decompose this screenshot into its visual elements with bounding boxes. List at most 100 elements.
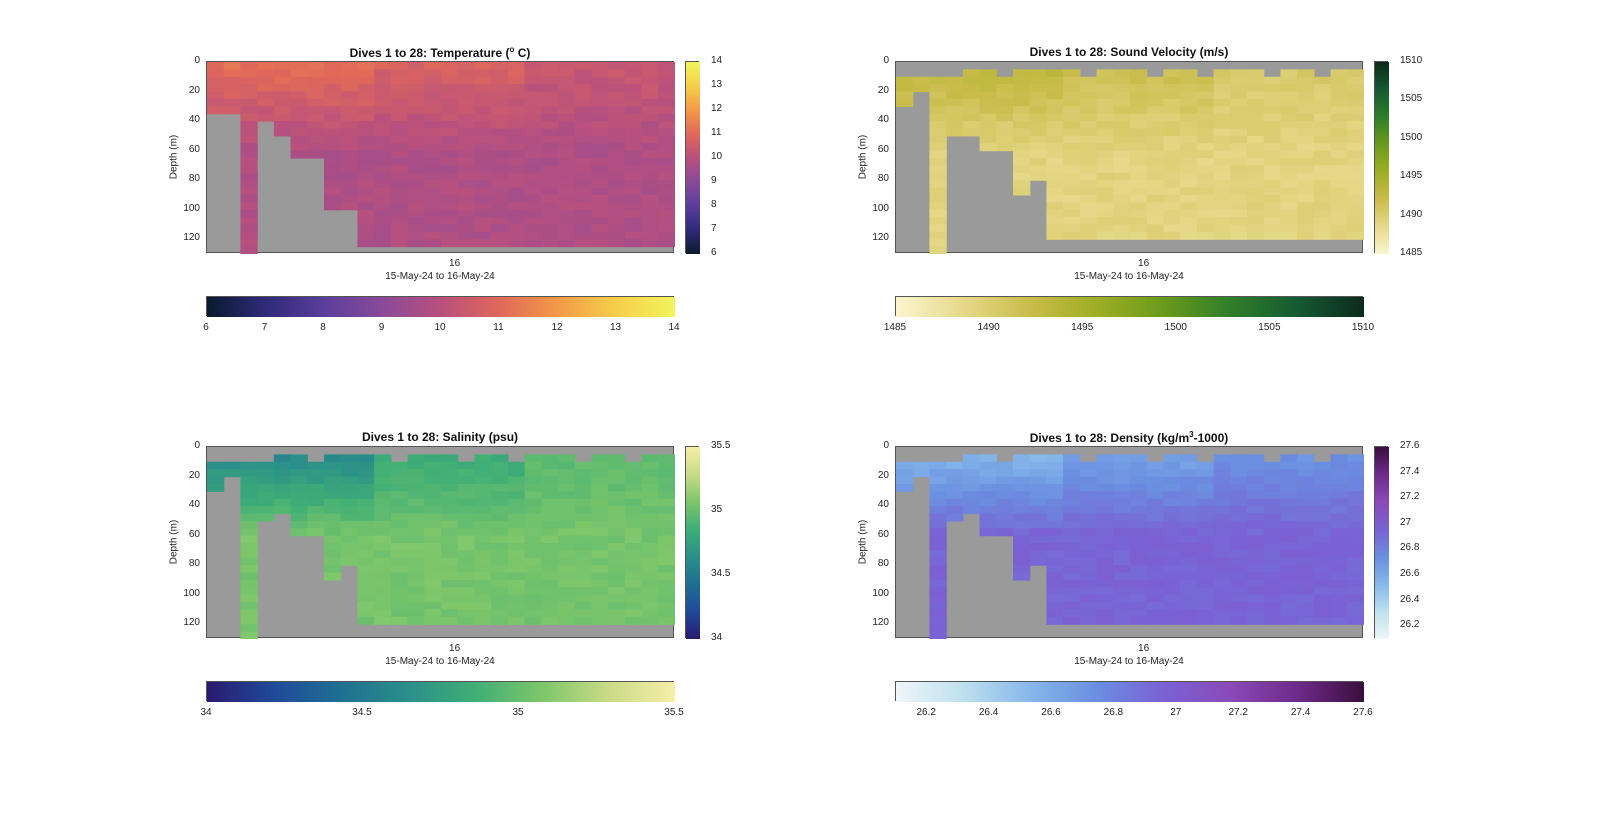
- heatmap-cell: [407, 158, 425, 166]
- heatmap-cell: [1180, 572, 1198, 581]
- heatmap-cell: [1096, 528, 1114, 537]
- heatmap-cell: [457, 528, 476, 537]
- heatmap-cell: [390, 194, 409, 203]
- heatmap-cell: [558, 587, 576, 596]
- heatmap-cell: [290, 143, 308, 152]
- heatmap-cell: [457, 579, 476, 588]
- heatmap-cell: [374, 187, 392, 196]
- heatmap-cell: [474, 84, 492, 93]
- heatmap-cell: [658, 209, 675, 218]
- heatmap-cell: [541, 506, 559, 515]
- heatmap-cell: [1063, 98, 1081, 107]
- heatmap-cell: [624, 579, 643, 588]
- heatmap-cell: [929, 461, 947, 470]
- heatmap-cell: [1347, 69, 1364, 78]
- heatmap-cell: [996, 513, 1014, 522]
- heatmap-cell: [441, 557, 459, 566]
- heatmap-cell: [1063, 84, 1081, 93]
- heatmap-cell: [1180, 194, 1198, 203]
- heatmap-cell: [491, 76, 509, 85]
- heatmap-cell: [541, 98, 559, 107]
- heatmap-cell: [608, 150, 626, 159]
- heatmap-cell: [307, 128, 325, 137]
- heatmap-cell: [507, 224, 526, 233]
- colorbar-tick-label: 11: [493, 322, 504, 333]
- heatmap-cell: [1130, 572, 1148, 581]
- heatmap-cell: [491, 84, 509, 93]
- heatmap-cell: [624, 180, 643, 189]
- heatmap-cell: [340, 498, 359, 507]
- heatmap-cell: [1347, 187, 1364, 196]
- heatmap-cell: [290, 98, 308, 107]
- heatmap-cell: [1146, 594, 1165, 603]
- heatmap-svg: [896, 454, 1364, 639]
- heatmap-cell: [1330, 172, 1348, 181]
- heatmap-cell: [1196, 609, 1215, 618]
- heatmap-cell: [1113, 454, 1131, 463]
- heatmap-cell: [1146, 543, 1165, 551]
- heatmap-cell: [1130, 217, 1148, 226]
- heatmap-cell: [1297, 461, 1315, 470]
- colorbar-tick-label: 14: [711, 55, 723, 66]
- heatmap-cell: [441, 165, 459, 174]
- heatmap-cell: [340, 520, 359, 529]
- heatmap-cell: [1213, 616, 1231, 625]
- heatmap-cell: [979, 513, 997, 522]
- heatmap-cell: [1046, 172, 1064, 181]
- heatmap-cell: [441, 106, 459, 115]
- heatmap-cell: [1280, 587, 1298, 596]
- heatmap-cell: [457, 616, 476, 625]
- colorbar-tick-label: 35: [512, 707, 524, 718]
- heatmap-cell: [1330, 180, 1348, 189]
- heatmap-cell: [1347, 572, 1364, 581]
- heatmap-cell: [1247, 498, 1265, 507]
- heatmap-cell: [457, 491, 476, 500]
- heatmap-cell: [273, 98, 292, 107]
- heatmap-cell: [996, 76, 1014, 85]
- heatmap-cell: [1313, 579, 1332, 588]
- heatmap-cell: [1180, 602, 1198, 611]
- heatmap-cell: [591, 224, 609, 233]
- heatmap-cell: [340, 69, 359, 78]
- colorbar-tick-label: 35: [711, 504, 723, 515]
- heatmap-cell: [574, 202, 593, 211]
- heatmap-cell: [1280, 609, 1298, 618]
- heatmap-cell: [929, 113, 947, 122]
- heatmap-cell: [1280, 557, 1298, 566]
- heatmap-cell: [1063, 513, 1081, 522]
- heatmap-cell: [624, 572, 643, 581]
- heatmap-cell: [624, 202, 643, 211]
- heatmap-cell: [1130, 150, 1148, 159]
- heatmap-cell: [407, 194, 425, 203]
- heatmap-cell: [1029, 454, 1048, 463]
- heatmap-cell: [608, 165, 626, 174]
- heatmap-cell: [1096, 602, 1114, 611]
- heatmap-cell: [1347, 579, 1364, 588]
- heatmap-cell: [1079, 579, 1098, 588]
- heatmap-cell: [474, 454, 492, 463]
- heatmap-cell: [1196, 113, 1215, 122]
- heatmap-cell: [1263, 550, 1282, 559]
- heatmap-cell: [1046, 491, 1064, 500]
- heatmap-cell: [474, 217, 492, 226]
- heatmap-cell: [1046, 194, 1064, 203]
- heatmap-cell: [240, 528, 258, 537]
- y-tick-label: 20: [877, 84, 889, 96]
- heatmap-cell: [1180, 69, 1198, 78]
- heatmap-cell: [608, 557, 626, 566]
- heatmap-cell: [1230, 491, 1248, 500]
- heatmap-cell: [1146, 528, 1165, 537]
- heatmap-cell: [1297, 454, 1315, 463]
- heatmap-cell: [1196, 520, 1215, 529]
- heatmap-cell: [1029, 106, 1048, 115]
- heatmap-cell: [441, 202, 459, 211]
- heatmap-cell: [357, 454, 375, 463]
- y-axis-label: Depth (m): [168, 134, 180, 180]
- heatmap-cell: [1113, 469, 1131, 478]
- heatmap-cell: [1313, 76, 1332, 85]
- heatmap-cell: [1213, 84, 1231, 93]
- heatmap-cell: [896, 476, 914, 485]
- heatmap-cell: [507, 121, 526, 130]
- heatmap-cell: [1213, 187, 1231, 196]
- heatmap-cell: [574, 69, 593, 78]
